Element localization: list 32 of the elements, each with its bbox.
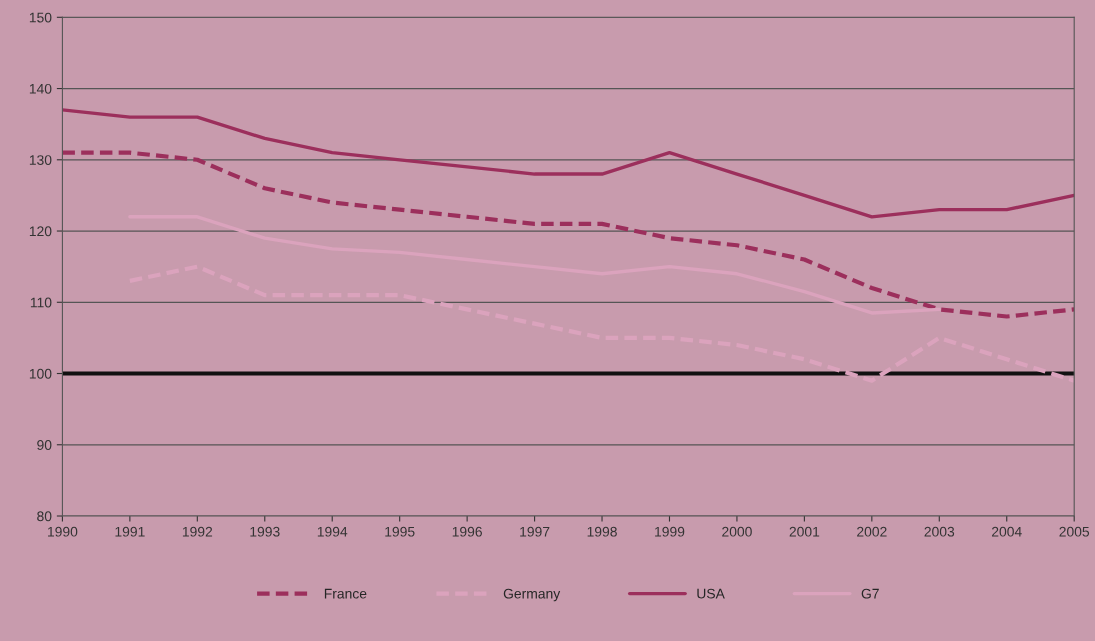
x-tick-label: 2005 (1059, 526, 1090, 537)
x-tick-label: 1996 (452, 526, 482, 537)
y-tick-label: 110 (30, 297, 52, 308)
line-series (62, 150, 1075, 319)
x-tick-label: 2004 (991, 526, 1022, 537)
x-tick-label: 1992 (182, 526, 213, 537)
y-tick-label: 140 (29, 83, 52, 94)
x-tick-label: 1997 (520, 526, 550, 537)
line-series (62, 108, 1075, 219)
y-tick-label: 80 (37, 511, 52, 522)
x-tick-label: 2002 (857, 526, 887, 537)
x-tick-label: 2001 (789, 526, 820, 537)
x-tick-label: 1990 (48, 526, 78, 537)
x-tick-label: 1991 (115, 526, 145, 537)
line-series (128, 215, 941, 315)
y-tick-label: 130 (29, 155, 52, 165)
x-tick-label: 1994 (317, 526, 348, 537)
x-tick-label: 1999 (655, 526, 685, 537)
legend-label: G7 (861, 588, 879, 599)
x-tick-label: 1995 (385, 526, 415, 537)
x-tick-label: 2003 (924, 526, 955, 537)
line-series (127, 264, 1075, 383)
y-tick-label: 90 (37, 440, 52, 450)
x-tick-label: 1998 (587, 526, 617, 537)
x-tick-label: 2000 (722, 526, 752, 537)
legend-label: Germany (503, 588, 561, 602)
y-tick-label: 100 (29, 368, 52, 379)
legend-label: USA (697, 588, 725, 599)
y-tick-label: 150 (29, 12, 52, 23)
y-tick-label: 120 (29, 226, 52, 237)
x-tick-label: 1993 (250, 526, 280, 537)
legend-label: France (324, 588, 367, 599)
